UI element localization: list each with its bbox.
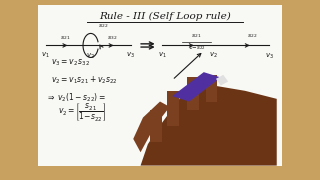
Text: Rule - III (Self Loop rule): Rule - III (Self Loop rule)	[99, 12, 231, 21]
Text: $v_2$: $v_2$	[86, 51, 95, 60]
Text: $v_1$: $v_1$	[158, 51, 167, 60]
Text: $v_2$: $v_2$	[209, 51, 218, 60]
Text: $1\!-\!s_{22}$: $1\!-\!s_{22}$	[188, 43, 205, 52]
Polygon shape	[140, 83, 277, 166]
Polygon shape	[172, 72, 221, 102]
Polygon shape	[216, 75, 228, 86]
Text: $v_3$: $v_3$	[265, 51, 274, 60]
Text: $\Rightarrow\; v_2(1 - s_{22}) =$: $\Rightarrow\; v_2(1 - s_{22}) =$	[46, 91, 106, 104]
Text: $s_{21}$: $s_{21}$	[60, 34, 70, 42]
Text: $v_1$: $v_1$	[41, 51, 50, 60]
Text: $s_{21}$: $s_{21}$	[191, 32, 202, 40]
Polygon shape	[167, 91, 180, 126]
Text: $s_{32}$: $s_{32}$	[108, 34, 118, 42]
Text: $s_{22}$: $s_{22}$	[247, 32, 258, 40]
Text: $s_{22}$: $s_{22}$	[98, 22, 108, 30]
Polygon shape	[187, 77, 199, 109]
Text: $v_3 = v_2\,s_{32}$: $v_3 = v_2\,s_{32}$	[51, 58, 90, 68]
Polygon shape	[133, 102, 170, 152]
Polygon shape	[206, 75, 217, 102]
Text: $v_3$: $v_3$	[126, 51, 135, 60]
Text: $v_2 = \left[\dfrac{s_{21}}{1\!-\!s_{22}}\right]$: $v_2 = \left[\dfrac{s_{21}}{1\!-\!s_{22}…	[58, 101, 106, 123]
Text: $v_2 = v_1 s_{21} + v_2 s_{22}$: $v_2 = v_1 s_{21} + v_2 s_{22}$	[51, 74, 117, 86]
Polygon shape	[150, 109, 163, 141]
